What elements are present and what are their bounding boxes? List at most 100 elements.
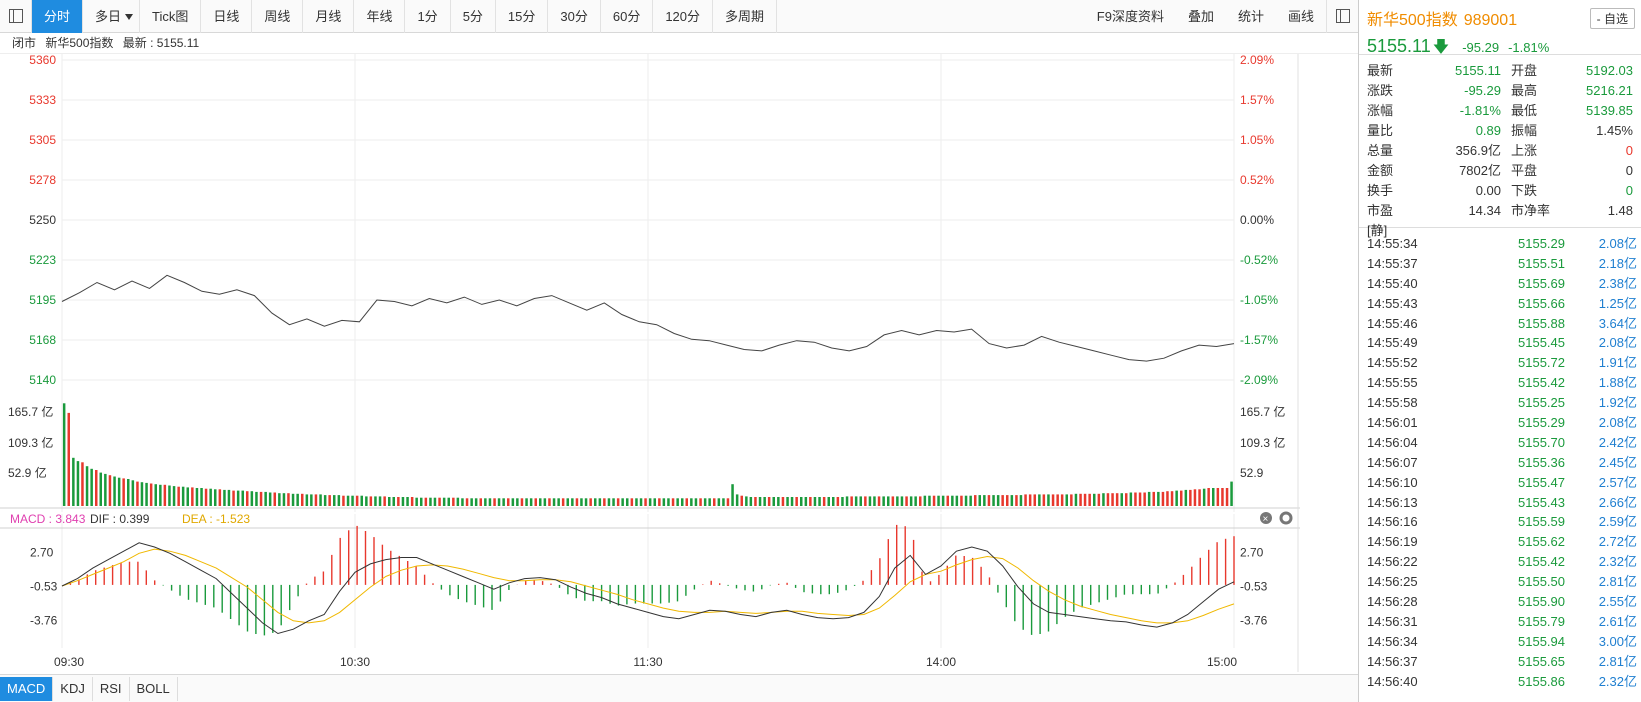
volume-bar: [369, 496, 373, 506]
period-tab[interactable]: 日线: [201, 0, 253, 33]
index-code: 989001: [1463, 12, 1518, 29]
volume-bar: [964, 495, 968, 506]
volume-tick-label: 165.7 亿: [8, 404, 53, 419]
quote-label: 最高: [1511, 83, 1538, 98]
tick-time: 14:56:19: [1367, 534, 1418, 550]
intraday-chart[interactable]: 5360 2.09% 5333 1.57% 5305 1.05% 5278 0.52% 5250…: [0, 54, 1358, 672]
volume-bar: [502, 498, 505, 506]
volume-bar: [113, 476, 116, 506]
volume-bar: [626, 498, 629, 506]
indicator-tab[interactable]: RSI: [93, 676, 130, 701]
volume-bar: [1051, 494, 1055, 506]
tick-price: 5155.47: [1518, 474, 1565, 490]
tick-row: 14:56:28 5155.90 2.55亿: [1367, 592, 1637, 612]
volume-bar: [800, 497, 803, 506]
indicator-tab[interactable]: MACD: [0, 676, 54, 701]
volume-bar: [1198, 489, 1201, 506]
toolbar-action[interactable]: F9深度资料: [1096, 8, 1164, 24]
toolbar-action[interactable]: 统计: [1237, 8, 1264, 24]
macd-value: MACD : 3.843: [10, 512, 86, 526]
period-tab[interactable]: Tick图: [140, 0, 202, 33]
volume-bar: [557, 498, 560, 506]
volume-bar: [868, 496, 872, 506]
quote-value: 5155.11: [1454, 63, 1501, 78]
volume-bar: [1170, 491, 1174, 506]
volume-bar: [745, 496, 748, 506]
volume-bar: [507, 498, 510, 506]
quote-value: 14.34: [1468, 203, 1501, 218]
macd-tick-label: -0.53: [30, 579, 58, 593]
volume-bar: [140, 482, 144, 506]
price-tick-label: 5278: [29, 173, 56, 187]
indicator-tab[interactable]: KDJ: [53, 676, 93, 701]
toolbar-action[interactable]: 叠加: [1187, 8, 1214, 24]
volume-bar: [713, 498, 716, 506]
period-tab[interactable]: 120分: [653, 0, 714, 33]
tick-price: 5155.29: [1518, 415, 1565, 431]
volume-bar: [447, 497, 450, 506]
volume-bar: [195, 488, 199, 506]
tick-row: 14:55:34 5155.29 2.08亿: [1367, 234, 1637, 254]
tick-time: 14:56:16: [1367, 514, 1418, 530]
price-line: [61, 274, 1235, 362]
volume-bar: [1079, 493, 1082, 506]
quote-label: 金额: [1367, 163, 1394, 178]
volume-bar: [438, 497, 441, 506]
tick-time: 14:56:13: [1367, 494, 1418, 510]
volume-bar: [1047, 494, 1050, 506]
period-tab[interactable]: 5分: [451, 0, 496, 33]
volume-bar: [873, 496, 876, 506]
volume-bar: [1230, 481, 1233, 506]
tick-time: 14:56:04: [1367, 434, 1418, 450]
period-tab[interactable]: 多日: [83, 0, 141, 33]
tick-volume: 2.66亿: [1598, 494, 1637, 510]
add-watchlist-button[interactable]: - 自选: [1589, 8, 1635, 29]
dea-value: DEA : -1.523: [182, 512, 250, 526]
indicator-tab[interactable]: BOLL: [130, 676, 178, 701]
volume-bar: [168, 485, 171, 506]
volume-bar: [923, 495, 927, 506]
period-tabs: 分时 多日 Tick图 日线 周线 月线 年线 1分 5分 15分 30分 60分 120分 多周期: [32, 0, 778, 33]
volume-bar: [273, 492, 276, 506]
volume-bar: [813, 497, 817, 506]
volume-bar: [470, 498, 473, 506]
pct-tick-label: -1.57%: [1240, 333, 1278, 347]
quote-label: 量比: [1367, 123, 1394, 138]
toggle-right-panel-button[interactable]: [1326, 0, 1358, 33]
volume-bar: [1015, 495, 1018, 506]
period-tab[interactable]: 周线: [252, 0, 304, 33]
volume-bar: [763, 497, 766, 506]
price-tick-label: 5250: [29, 213, 56, 227]
period-tab[interactable]: 60分: [601, 0, 654, 33]
volume-bar: [909, 496, 913, 506]
volume-bar: [543, 498, 547, 506]
period-tab[interactable]: 年线: [354, 0, 406, 33]
period-tab[interactable]: 15分: [496, 0, 549, 33]
volume-bar: [177, 486, 180, 506]
pct-tick-label: 2.09%: [1240, 54, 1274, 67]
time-axis-label: 14:00: [926, 655, 956, 669]
volume-bar: [484, 498, 487, 506]
volume-bar: [978, 495, 981, 506]
period-tab[interactable]: 分时: [32, 0, 84, 33]
period-tab[interactable]: 1分: [405, 0, 451, 33]
gear-icon: [1279, 511, 1293, 525]
volume-bar: [72, 457, 75, 506]
period-tab[interactable]: 30分: [548, 0, 601, 33]
volume-bar: [246, 491, 249, 506]
period-tab[interactable]: 月线: [303, 0, 355, 33]
volume-bar: [1074, 493, 1078, 506]
toolbar-action[interactable]: 画线: [1287, 8, 1314, 24]
volume-bar: [1161, 491, 1165, 506]
volume-bar: [671, 498, 675, 506]
period-tab[interactable]: 多周期: [713, 0, 778, 33]
tick-row: 14:55:58 5155.25 1.92亿: [1367, 393, 1637, 413]
volume-bar: [754, 497, 757, 506]
volume-bar: [974, 495, 977, 506]
toggle-left-panel-button[interactable]: [0, 0, 32, 33]
volume-bar: [699, 498, 702, 506]
tick-price: 5155.94: [1518, 633, 1565, 649]
tick-list[interactable]: 14:55:34 5155.29 2.08亿 14:55:37 5155.51 2…: [1359, 228, 1641, 691]
volume-bar: [1212, 488, 1215, 506]
volume-bar: [786, 497, 789, 506]
